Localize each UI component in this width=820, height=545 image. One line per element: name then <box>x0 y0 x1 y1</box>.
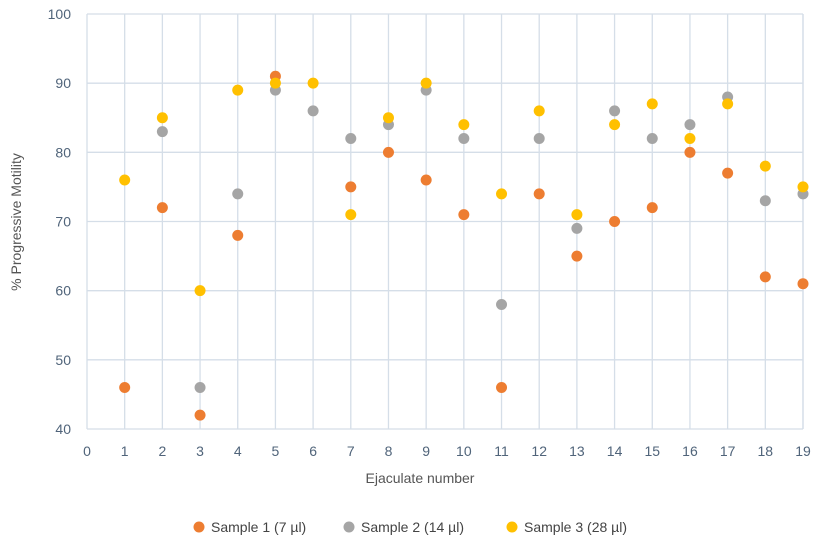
legend-label: Sample 2 (14 µl) <box>361 519 464 535</box>
data-point <box>458 209 469 220</box>
data-point <box>195 382 206 393</box>
data-point <box>609 216 620 227</box>
y-tick-label: 60 <box>55 283 71 299</box>
data-point <box>722 98 733 109</box>
data-point <box>383 112 394 123</box>
legend-marker <box>507 522 518 533</box>
data-point <box>798 181 809 192</box>
data-point <box>496 299 507 310</box>
series-2 <box>157 85 809 393</box>
x-tick-label: 0 <box>83 443 91 459</box>
data-point <box>458 119 469 130</box>
data-point <box>534 105 545 116</box>
legend-item-1: Sample 1 (7 µl) <box>194 519 307 535</box>
data-point <box>609 105 620 116</box>
data-point <box>684 133 695 144</box>
x-tick-label: 16 <box>682 443 698 459</box>
x-tick-label: 6 <box>309 443 317 459</box>
data-point <box>232 85 243 96</box>
data-point <box>232 230 243 241</box>
x-tick-label: 10 <box>456 443 472 459</box>
x-tick-label: 12 <box>531 443 547 459</box>
data-point <box>684 119 695 130</box>
x-tick-label: 8 <box>385 443 393 459</box>
data-point <box>609 119 620 130</box>
data-point <box>421 175 432 186</box>
legend-marker <box>194 522 205 533</box>
legend-label: Sample 1 (7 µl) <box>211 519 306 535</box>
legend-label: Sample 3 (28 µl) <box>524 519 627 535</box>
data-point <box>760 195 771 206</box>
data-point <box>647 98 658 109</box>
x-tick-label: 3 <box>196 443 204 459</box>
data-point <box>195 285 206 296</box>
x-tick-label: 11 <box>494 443 509 459</box>
legend-item-3: Sample 3 (28 µl) <box>507 519 628 535</box>
data-point <box>684 147 695 158</box>
data-point <box>647 133 658 144</box>
data-point <box>458 133 469 144</box>
data-point <box>345 181 356 192</box>
data-point <box>119 382 130 393</box>
data-point <box>571 223 582 234</box>
data-point <box>345 133 356 144</box>
data-point <box>157 112 168 123</box>
data-point <box>571 209 582 220</box>
data-point <box>760 161 771 172</box>
data-point <box>534 133 545 144</box>
y-tick-label: 40 <box>55 421 71 437</box>
y-tick-label: 50 <box>55 352 71 368</box>
x-tick-label: 7 <box>347 443 355 459</box>
data-point <box>421 78 432 89</box>
data-point <box>571 251 582 262</box>
data-point <box>270 78 281 89</box>
data-point <box>195 410 206 421</box>
grid-lines <box>87 14 803 429</box>
legend-item-2: Sample 2 (14 µl) <box>344 519 465 535</box>
data-point <box>760 271 771 282</box>
legend-marker <box>344 522 355 533</box>
y-tick-label: 80 <box>55 144 71 160</box>
x-tick-label: 4 <box>234 443 242 459</box>
y-tick-label: 100 <box>48 6 72 22</box>
y-axis-ticks: 40 50 60 70 80 90 100 <box>48 6 72 437</box>
data-point <box>157 202 168 213</box>
data-point <box>157 126 168 137</box>
data-point <box>722 168 733 179</box>
x-tick-label: 5 <box>272 443 280 459</box>
y-axis-title: % Progressive Motility <box>8 153 24 291</box>
y-tick-label: 90 <box>55 75 71 91</box>
data-point <box>308 105 319 116</box>
data-point <box>232 188 243 199</box>
x-tick-label: 1 <box>121 443 129 459</box>
data-point <box>119 175 130 186</box>
y-tick-label: 70 <box>55 214 71 230</box>
x-tick-label: 15 <box>644 443 660 459</box>
data-point <box>798 278 809 289</box>
x-tick-label: 13 <box>569 443 585 459</box>
data-point <box>345 209 356 220</box>
x-axis-ticks: 0 1 2 3 4 5 6 7 8 9 10 11 12 13 14 15 16 17 18 19 <box>83 443 811 459</box>
x-tick-label: 9 <box>422 443 430 459</box>
x-tick-label: 2 <box>158 443 166 459</box>
x-axis-title: Ejaculate number <box>366 470 475 486</box>
x-tick-label: 18 <box>758 443 774 459</box>
data-point <box>496 382 507 393</box>
x-tick-label: 17 <box>720 443 736 459</box>
data-point <box>496 188 507 199</box>
data-point <box>647 202 658 213</box>
data-point <box>308 78 319 89</box>
data-point <box>534 188 545 199</box>
legend: Sample 1 (7 µl) Sample 2 (14 µl) Sample 3 … <box>194 519 628 535</box>
x-tick-label: 19 <box>795 443 811 459</box>
x-tick-label: 14 <box>607 443 623 459</box>
data-point <box>383 147 394 158</box>
